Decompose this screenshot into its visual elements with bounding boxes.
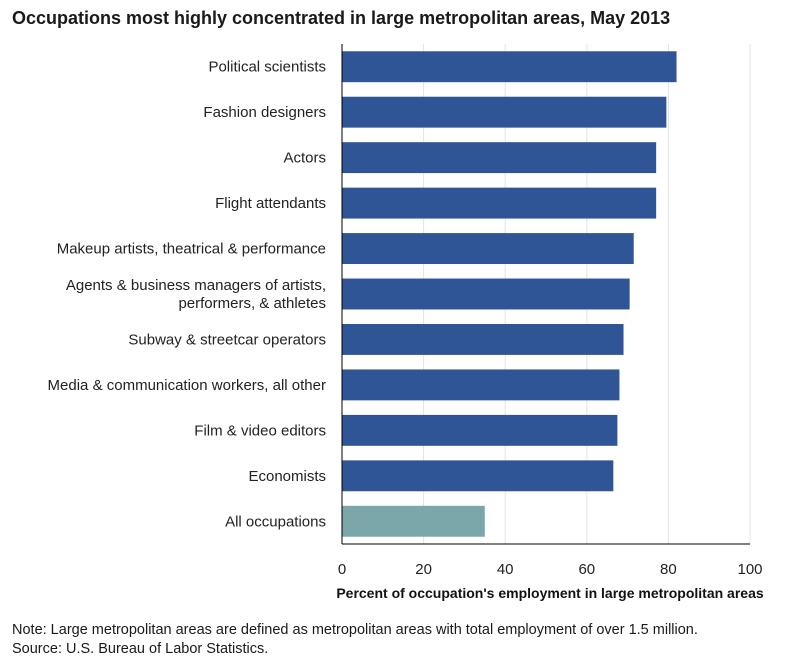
bar <box>342 460 614 492</box>
category-labels: Political scientists Fashion designers Act… <box>48 59 326 531</box>
bar <box>342 142 657 174</box>
category-label: Media & communication workers, all other <box>48 377 326 394</box>
chart-footer: Note: Large metropolitan areas are defin… <box>12 621 698 659</box>
x-tick-label: 20 <box>415 561 432 578</box>
bar <box>342 369 620 401</box>
category-label: Flight attendants <box>215 195 326 212</box>
bar <box>342 233 634 264</box>
category-label: performers, & athletes <box>178 295 326 312</box>
bar-chart: Political scientists Fashion designers Act… <box>48 44 764 601</box>
x-tick-label: 80 <box>660 561 677 578</box>
x-tick-label: 40 <box>497 561 514 578</box>
bar <box>342 51 677 83</box>
x-tick-label: 0 <box>338 561 346 578</box>
bar <box>342 278 630 310</box>
category-label: All occupations <box>225 513 326 530</box>
x-axis: 0 20 40 60 80 100 <box>338 44 763 578</box>
category-label: Agents & business managers of artists, <box>66 277 326 294</box>
chart-title: Occupations most highly concentrated in … <box>12 8 671 28</box>
bar <box>342 187 657 219</box>
category-label: Subway & streetcar operators <box>128 331 326 348</box>
bar <box>342 324 624 355</box>
x-axis-title: Percent of occupation's employment in la… <box>336 585 764 601</box>
chart-source: Source: U.S. Bureau of Labor Statistics. <box>12 641 269 657</box>
bar <box>342 505 485 537</box>
category-label: Actors <box>283 150 326 167</box>
bar <box>342 414 618 446</box>
category-label: Fashion designers <box>203 104 326 121</box>
bars <box>342 51 677 537</box>
chart-note: Note: Large metropolitan areas are defin… <box>12 622 698 638</box>
x-tick-label: 60 <box>578 561 595 578</box>
category-label: Makeup artists, theatrical & performance <box>57 241 326 258</box>
category-label: Film & video editors <box>194 422 326 439</box>
x-tick-label: 100 <box>737 561 762 578</box>
category-label: Political scientists <box>208 59 326 76</box>
category-label: Economists <box>248 468 326 485</box>
bar <box>342 96 667 128</box>
